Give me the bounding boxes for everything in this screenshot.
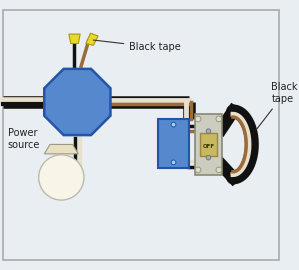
Polygon shape bbox=[69, 34, 80, 43]
Circle shape bbox=[195, 167, 201, 173]
Text: Black tape: Black tape bbox=[93, 40, 181, 52]
Text: OFF: OFF bbox=[202, 144, 214, 149]
Circle shape bbox=[39, 155, 84, 200]
Text: Black
tape: Black tape bbox=[256, 82, 298, 130]
Polygon shape bbox=[86, 33, 98, 45]
Circle shape bbox=[171, 122, 176, 127]
Polygon shape bbox=[44, 144, 78, 154]
Circle shape bbox=[206, 129, 211, 134]
Polygon shape bbox=[44, 69, 110, 135]
Circle shape bbox=[171, 160, 176, 165]
Circle shape bbox=[216, 167, 222, 173]
Circle shape bbox=[216, 116, 222, 122]
Bar bbox=[195, 114, 222, 175]
Text: Power
source: Power source bbox=[7, 129, 40, 150]
Circle shape bbox=[195, 116, 201, 122]
Bar bbox=[158, 119, 189, 168]
Circle shape bbox=[206, 155, 211, 160]
Bar bbox=[200, 133, 217, 156]
